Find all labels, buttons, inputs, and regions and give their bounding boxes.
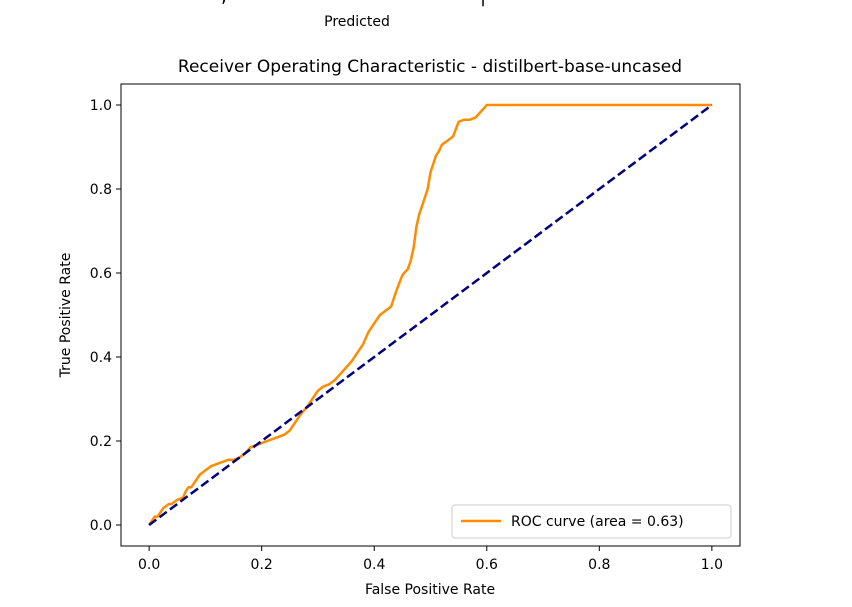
legend: ROC curve (area = 0.63) (451, 504, 732, 539)
previous-figure-fragment: , (221, 0, 227, 7)
series-layer (148, 103, 713, 527)
x-axis: 0.0 0.2 0.4 0.6 0.8 1.0 (138, 546, 723, 573)
x-tick-label: 0.8 (588, 557, 610, 573)
legend-label-roc: ROC curve (area = 0.63) (511, 514, 684, 530)
roc-curve-line (148, 103, 712, 526)
x-tick-label: 0.0 (138, 557, 160, 573)
x-axis-label: False Positive Rate (365, 582, 495, 598)
x-tick-label: 0.4 (363, 557, 385, 573)
chart-title: Receiver Operating Characteristic - dist… (178, 57, 682, 77)
y-tick-label: 0.8 (90, 182, 112, 198)
y-axis: 0.0 0.2 0.4 0.6 0.8 1.0 (90, 98, 121, 534)
y-tick-label: 0.0 (90, 518, 112, 534)
previous-figure-fragment: | (480, 0, 486, 7)
diagonal-reference-line (148, 103, 713, 527)
x-tick-label: 0.2 (251, 557, 273, 573)
x-tick-label: 0.6 (476, 557, 498, 573)
previous-axis-label: Predicted (324, 14, 390, 30)
legend-box (451, 504, 732, 539)
y-tick-label: 0.6 (90, 266, 112, 282)
y-tick-label: 1.0 (90, 98, 112, 114)
y-axis-label: True Positive Rate (58, 253, 74, 379)
previous-figure-remnant: , | Predicted (221, 0, 486, 30)
x-tick-label: 1.0 (701, 557, 723, 573)
y-tick-label: 0.4 (90, 350, 112, 366)
axes-frame (120, 83, 741, 547)
y-tick-label: 0.2 (90, 434, 112, 450)
